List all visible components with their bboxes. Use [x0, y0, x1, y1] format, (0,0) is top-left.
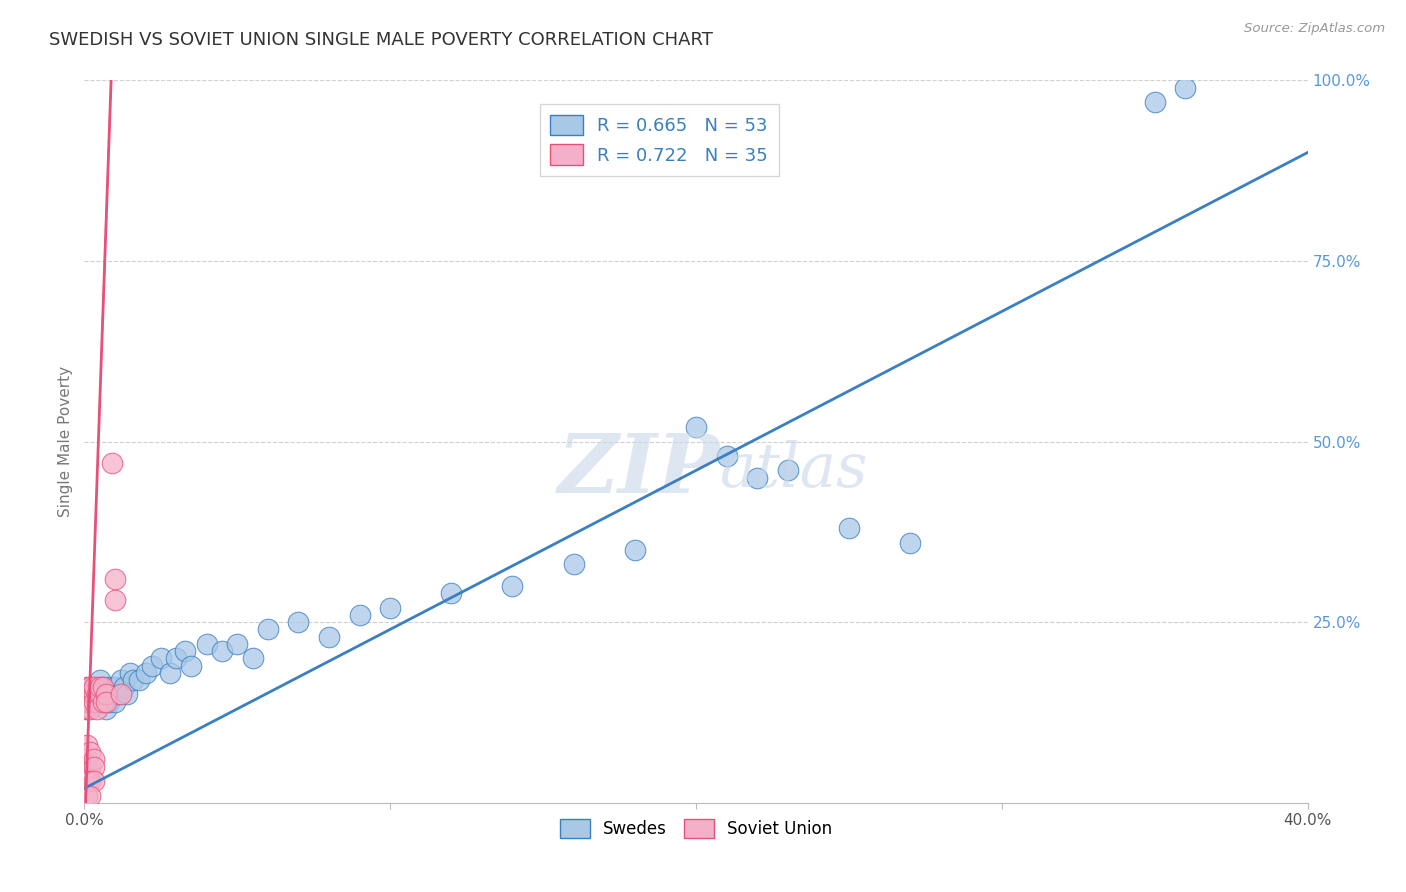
Point — [79, 695, 101, 709]
Point — [97, 695, 120, 709]
Point — [135, 665, 157, 680]
Point — [79, 687, 101, 701]
Point — [242, 651, 264, 665]
Point — [83, 687, 105, 701]
Point — [83, 774, 105, 789]
Point — [86, 687, 108, 701]
Point — [79, 680, 101, 694]
Legend: Swedes, Soviet Union: Swedes, Soviet Union — [553, 813, 839, 845]
Text: ZIP: ZIP — [558, 431, 720, 510]
Point — [79, 789, 101, 803]
Point — [349, 607, 371, 622]
Point — [104, 593, 127, 607]
Point — [685, 420, 707, 434]
Point — [76, 702, 98, 716]
Point — [76, 752, 98, 766]
Point — [91, 695, 114, 709]
Point — [89, 673, 111, 687]
Point — [76, 702, 98, 716]
Point — [716, 449, 738, 463]
Point — [141, 658, 163, 673]
Point — [174, 644, 197, 658]
Point — [79, 760, 101, 774]
Point — [211, 644, 233, 658]
Point — [91, 680, 114, 694]
Point — [380, 600, 402, 615]
Point — [79, 774, 101, 789]
Point — [624, 542, 647, 557]
Point — [159, 665, 181, 680]
Point — [89, 687, 111, 701]
Point — [91, 680, 114, 694]
Point — [104, 572, 127, 586]
Point — [86, 687, 108, 701]
Point — [83, 680, 105, 694]
Point — [101, 687, 124, 701]
Point — [1174, 80, 1197, 95]
Point — [94, 687, 117, 701]
Point — [110, 673, 132, 687]
Point — [101, 456, 124, 470]
Y-axis label: Single Male Poverty: Single Male Poverty — [58, 366, 73, 517]
Point — [76, 695, 98, 709]
Point — [128, 673, 150, 687]
Point — [112, 680, 135, 694]
Point — [226, 637, 249, 651]
Point — [86, 680, 108, 694]
Point — [318, 630, 340, 644]
Point — [89, 687, 111, 701]
Point — [180, 658, 202, 673]
Point — [79, 680, 101, 694]
Point — [440, 586, 463, 600]
Point — [86, 695, 108, 709]
Point — [838, 521, 860, 535]
Point — [110, 687, 132, 701]
Point — [97, 680, 120, 694]
Point — [83, 695, 105, 709]
Point — [562, 558, 585, 572]
Point — [115, 687, 138, 701]
Point — [94, 687, 117, 701]
Point — [79, 695, 101, 709]
Point — [91, 695, 114, 709]
Point — [107, 687, 129, 701]
Text: atlas: atlas — [720, 441, 869, 500]
Point — [257, 623, 280, 637]
Point — [104, 695, 127, 709]
Point — [76, 687, 98, 701]
Point — [195, 637, 218, 651]
Point — [79, 745, 101, 759]
Point — [76, 774, 98, 789]
Point — [122, 673, 145, 687]
Point — [104, 680, 127, 694]
Point — [165, 651, 187, 665]
Point — [76, 738, 98, 752]
Point — [120, 665, 142, 680]
Point — [94, 702, 117, 716]
Point — [76, 789, 98, 803]
Point — [79, 702, 101, 716]
Point — [747, 470, 769, 484]
Point — [86, 702, 108, 716]
Text: SWEDISH VS SOVIET UNION SINGLE MALE POVERTY CORRELATION CHART: SWEDISH VS SOVIET UNION SINGLE MALE POVE… — [49, 31, 713, 49]
Point — [83, 760, 105, 774]
Point — [776, 463, 799, 477]
Point — [76, 680, 98, 694]
Point — [94, 695, 117, 709]
Point — [898, 535, 921, 549]
Point — [502, 579, 524, 593]
Point — [83, 687, 105, 701]
Point — [89, 680, 111, 694]
Text: Source: ZipAtlas.com: Source: ZipAtlas.com — [1244, 22, 1385, 36]
Point — [149, 651, 172, 665]
Point — [83, 695, 105, 709]
Point — [83, 752, 105, 766]
Point — [287, 615, 309, 630]
Point — [1143, 95, 1166, 109]
